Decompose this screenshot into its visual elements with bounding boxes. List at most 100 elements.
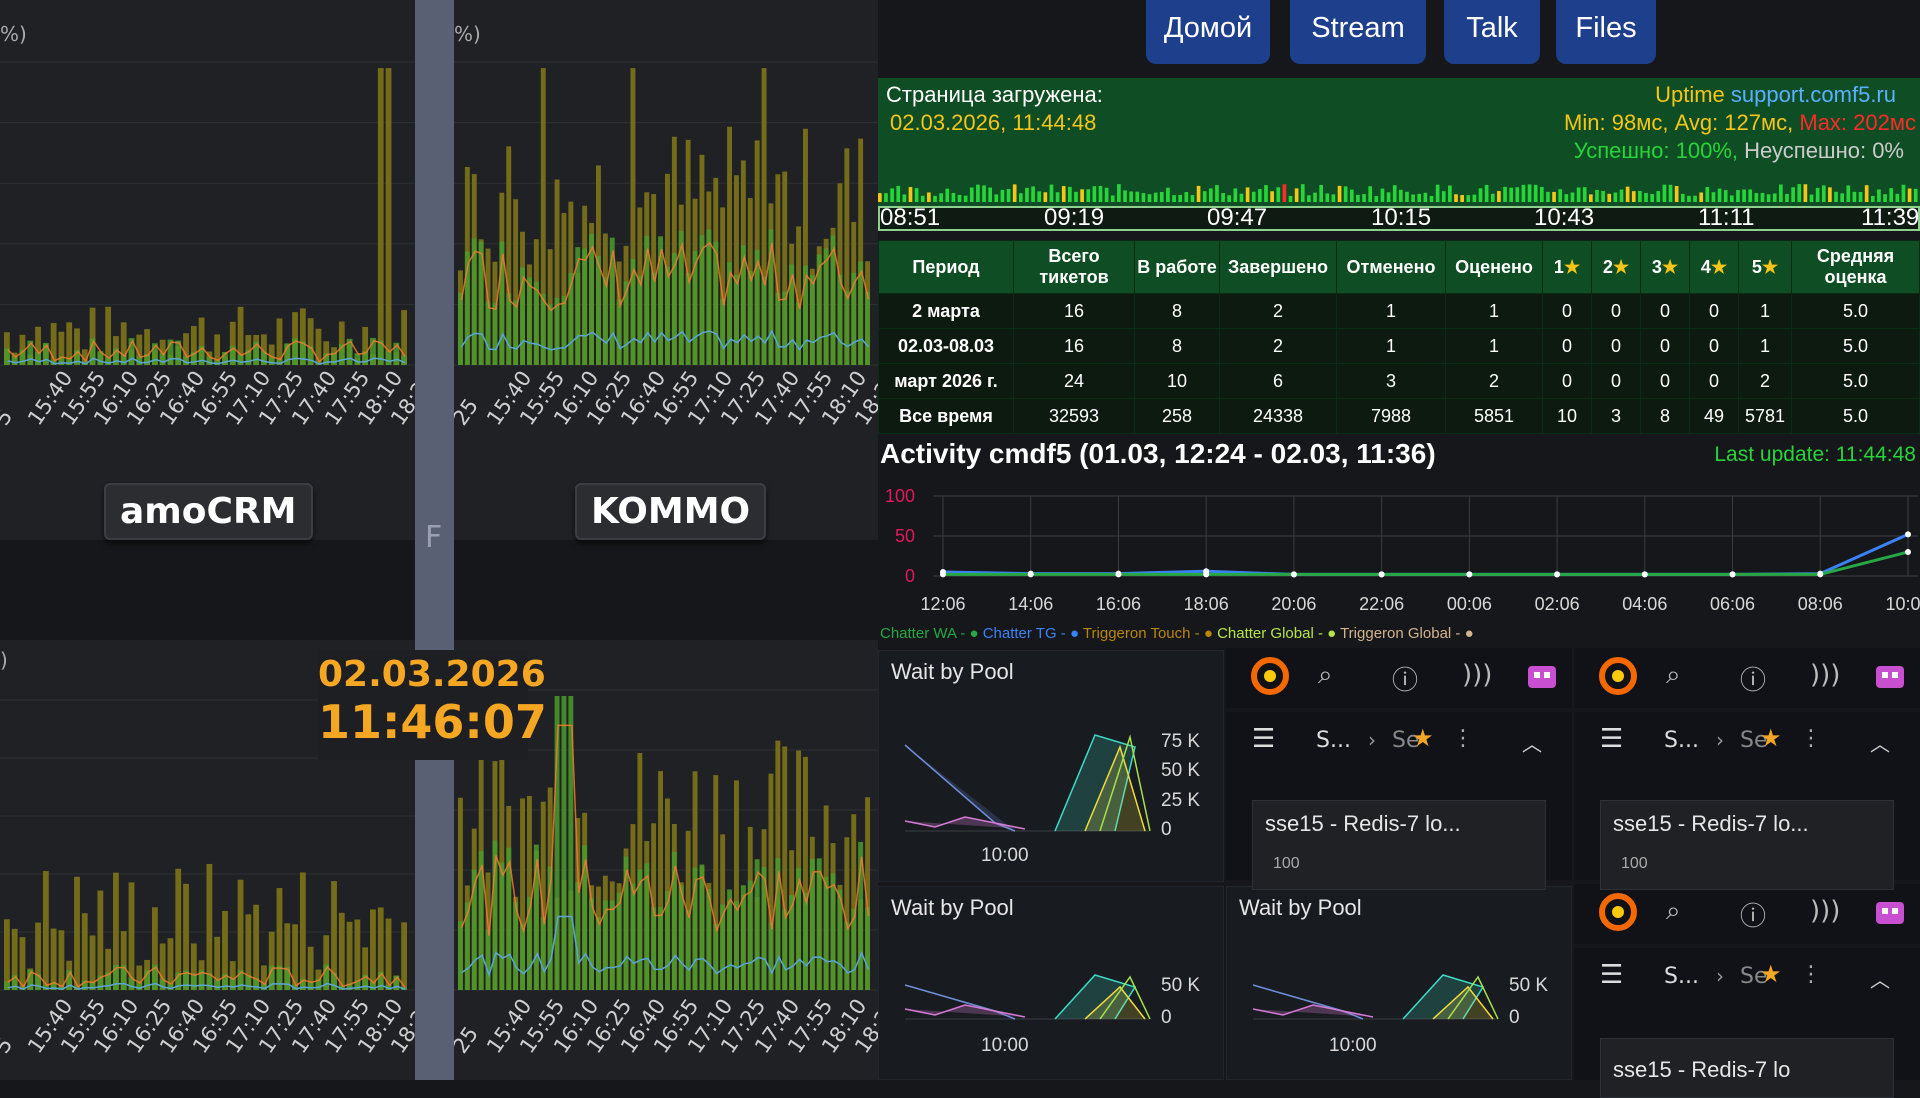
breadcrumb-item[interactable]: Se	[1740, 964, 1768, 989]
menu-icon[interactable]: ☰	[1600, 724, 1624, 754]
table-cell: 2	[1445, 363, 1543, 399]
pulse-bar	[914, 188, 919, 202]
uptime-link[interactable]: support.comf5.ru	[1730, 82, 1896, 107]
bar	[370, 909, 376, 990]
more-icon[interactable]: ⋮	[1800, 726, 1822, 751]
grafana-logo-icon[interactable]	[1598, 892, 1638, 932]
tickets-stats-table: Период Всего тикетов В работе Завершено …	[878, 240, 1920, 434]
pulse-bar	[1061, 186, 1066, 202]
bar	[520, 924, 525, 990]
col-star-2: 2★	[1591, 240, 1641, 294]
bar	[268, 344, 275, 365]
nav-home-button[interactable]: Домой	[1146, 0, 1270, 64]
pulse-bar	[1294, 188, 1299, 202]
bar	[561, 696, 567, 990]
pulse-bar	[1766, 194, 1771, 202]
kommo-bottom-chart: (%) 2515:4015:5516:1016:2516:4016:5517:1…	[454, 640, 878, 1080]
menu-icon[interactable]: ☰	[1600, 960, 1624, 990]
bar	[789, 895, 795, 990]
bar	[81, 913, 88, 990]
pulse-bar	[1356, 194, 1360, 202]
bar	[520, 267, 525, 365]
bar	[331, 972, 337, 990]
pulse-bar	[1343, 186, 1348, 202]
rss-icon[interactable]: )))	[1810, 660, 1841, 690]
breadcrumb-item[interactable]: S...	[1316, 728, 1351, 753]
pulse-bar	[1723, 190, 1728, 202]
bar	[734, 274, 739, 365]
breadcrumb-item[interactable]: Se	[1740, 728, 1768, 753]
grafana-breadcrumb-3: ☰ S... › Se ★ ⋮ ︿	[1574, 948, 1920, 1008]
timeline-tick: 11:39	[1861, 204, 1920, 231]
bar	[370, 337, 376, 365]
redis-card[interactable]: sse15 - Redis-7 lo	[1600, 1038, 1894, 1098]
pulse-bar	[1454, 194, 1458, 202]
bar	[385, 918, 392, 990]
nav-stream-button[interactable]: Stream	[1290, 0, 1426, 64]
table-cell: 0	[1542, 293, 1592, 329]
wait-by-pool-panel-2[interactable]: Wait by Pool 50 K 0 10:00	[878, 886, 1224, 1080]
kommo-badge[interactable]: KOMMO	[575, 483, 767, 540]
bar	[237, 354, 244, 365]
bar	[803, 892, 808, 990]
bar	[485, 929, 491, 990]
x-tick-label: 16:06	[1096, 594, 1141, 614]
breadcrumb-item[interactable]: S...	[1664, 964, 1699, 989]
avatar-icon[interactable]	[1872, 658, 1908, 694]
more-icon[interactable]: ⋮	[1800, 962, 1822, 987]
rss-icon[interactable]: )))	[1462, 660, 1493, 690]
y-tick-label: 100	[885, 486, 915, 506]
breadcrumb-item[interactable]: S...	[1664, 728, 1699, 753]
star-icon[interactable]: ★	[1760, 960, 1782, 988]
pulse-bar	[1043, 192, 1048, 202]
more-icon[interactable]: ⋮	[1452, 726, 1474, 751]
grafana-logo-icon[interactable]	[1598, 656, 1638, 696]
pulse-bar	[1693, 195, 1697, 202]
uptime-pulse-bars	[878, 184, 1918, 202]
rss-icon[interactable]: )))	[1810, 896, 1841, 926]
nav-talk-button[interactable]: Talk	[1444, 0, 1540, 64]
avatar-icon[interactable]	[1524, 658, 1560, 694]
redis-card[interactable]: sse15 - Redis-7 lo... 100	[1252, 800, 1546, 890]
wait-by-pool-panel-3[interactable]: Wait by Pool 50 K 0 10:00	[1226, 886, 1572, 1080]
search-icon[interactable]: ⌕	[1318, 660, 1333, 690]
star-icon[interactable]: ★	[1412, 724, 1434, 752]
bar	[97, 351, 104, 365]
bar	[844, 921, 850, 990]
page-loaded-time: 02.03.2026, 11:44:48	[890, 110, 1097, 135]
pulse-bar	[1380, 188, 1385, 202]
bar	[623, 856, 629, 990]
chevron-up-icon[interactable]: ︿	[1870, 968, 1890, 992]
grafana-logo-icon[interactable]	[1250, 656, 1290, 696]
bar	[222, 910, 228, 990]
redis-card[interactable]: sse15 - Redis-7 lo... 100	[1600, 800, 1894, 890]
nav-files-button[interactable]: Files	[1556, 0, 1656, 64]
table-cell: 0	[1640, 328, 1690, 364]
chevron-up-icon[interactable]: ︿	[1522, 732, 1542, 756]
wait-by-pool-panel-1[interactable]: Wait by Pool 75 K 50 K 25 K 0 10:00	[878, 650, 1224, 882]
star-icon[interactable]: ★	[1760, 724, 1782, 752]
search-icon[interactable]: ⌕	[1666, 660, 1681, 690]
help-icon[interactable]: ⓘ	[1392, 666, 1419, 696]
search-icon[interactable]: ⌕	[1666, 896, 1681, 926]
pulse-bar	[1552, 191, 1556, 202]
table-cell: 5.0	[1791, 328, 1920, 364]
pulse-bar	[1300, 184, 1305, 202]
bar	[362, 326, 369, 365]
pulse-bar	[1386, 192, 1391, 202]
bar	[237, 969, 244, 990]
pulse-bar	[1123, 190, 1127, 202]
activity-last-update: Last update: 11:44:48	[1714, 443, 1916, 466]
pulse-bar	[1625, 186, 1630, 202]
avatar-icon[interactable]	[1872, 894, 1908, 930]
amocrm-top-chart-svg	[0, 61, 415, 366]
bar	[377, 907, 384, 990]
breadcrumb-item[interactable]: Se	[1392, 728, 1420, 753]
amocrm-badge[interactable]: amoCRM	[104, 483, 313, 540]
chevron-up-icon[interactable]: ︿	[1870, 732, 1890, 756]
help-icon[interactable]: ⓘ	[1740, 666, 1767, 696]
table-cell: 10	[1542, 398, 1592, 434]
pulse-bar	[1208, 188, 1213, 202]
menu-icon[interactable]: ☰	[1252, 724, 1276, 754]
help-icon[interactable]: ⓘ	[1740, 902, 1767, 932]
